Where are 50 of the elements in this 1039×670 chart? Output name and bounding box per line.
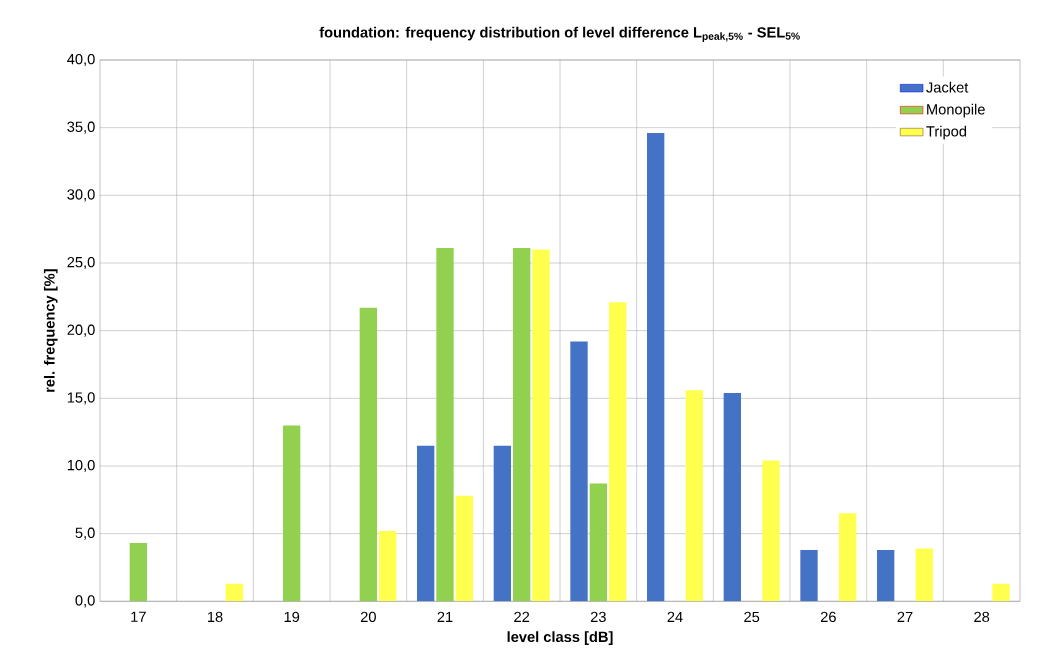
y-tick-label: 10,0 [67, 459, 95, 473]
bar [609, 302, 627, 602]
legend-label: Tripod [926, 125, 967, 140]
bar [359, 307, 377, 602]
bar [800, 549, 818, 602]
x-axis-title: level class [dB] [507, 631, 613, 645]
y-axis-title: rel. frequency [%] [43, 269, 58, 392]
bar [436, 248, 454, 602]
bar [225, 583, 244, 602]
legend-label: Monopile [927, 103, 985, 118]
bar [877, 549, 895, 602]
bar [493, 445, 512, 602]
x-tick-label: 17 [131, 611, 146, 622]
bar [992, 583, 1010, 602]
x-tick-label: 28 [974, 611, 990, 623]
x-tick-label: 22 [514, 611, 530, 622]
y-tick-label: 30,0 [67, 189, 95, 202]
legend-label: Jacket [926, 81, 969, 93]
x-tick-label: 20 [360, 611, 376, 623]
y-tick-label: 5,0 [75, 527, 95, 540]
bar [685, 390, 703, 602]
y-tick-label: 40,0 [67, 53, 95, 67]
bar [513, 248, 531, 602]
y-tick-label: 35,0 [67, 121, 95, 134]
y-tick-label: 0,0 [75, 595, 95, 608]
bar [129, 543, 148, 602]
bar [762, 460, 780, 602]
bar [589, 483, 607, 602]
y-tick-label: 25,0 [67, 256, 95, 270]
bar [417, 445, 435, 602]
bar [647, 133, 665, 602]
bar [283, 425, 301, 602]
bar [915, 548, 933, 602]
x-tick-label: 25 [744, 611, 760, 623]
bar [532, 249, 550, 602]
x-tick-label: 18 [207, 611, 223, 623]
y-tick-label: 15,0 [67, 392, 95, 405]
x-tick-label: 23 [590, 611, 606, 623]
bar [455, 495, 474, 602]
x-tick-label: 26 [820, 611, 836, 623]
x-tick-label: 21 [437, 611, 453, 622]
y-tick-label: 20,0 [67, 324, 95, 337]
x-tick-label: 19 [284, 611, 300, 623]
bar [570, 341, 588, 602]
bar [839, 513, 857, 602]
x-tick-label: 24 [667, 611, 683, 622]
bar [723, 392, 741, 602]
bar [379, 530, 397, 602]
x-tick-label: 27 [897, 611, 913, 622]
chart-title: foundation: frequency distribution of level difference L$_{peak,5%}$ - SEL$_{5%}$ [319, 26, 800, 42]
